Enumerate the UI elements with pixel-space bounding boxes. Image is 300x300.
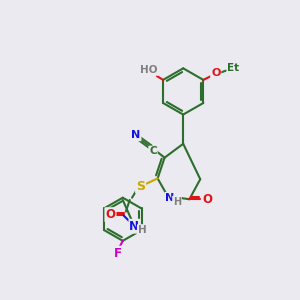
- Text: O: O: [105, 208, 116, 221]
- Text: N: N: [129, 220, 140, 233]
- Text: O: O: [211, 68, 220, 78]
- Text: S: S: [136, 180, 145, 193]
- Text: HO: HO: [140, 65, 158, 75]
- Text: N: N: [131, 130, 141, 140]
- Text: C: C: [149, 146, 157, 157]
- Text: H: H: [173, 196, 181, 206]
- Text: Et: Et: [227, 63, 240, 73]
- Text: N: N: [165, 193, 175, 203]
- Text: H: H: [138, 225, 146, 235]
- Text: O: O: [202, 193, 212, 206]
- Text: F: F: [114, 247, 122, 260]
